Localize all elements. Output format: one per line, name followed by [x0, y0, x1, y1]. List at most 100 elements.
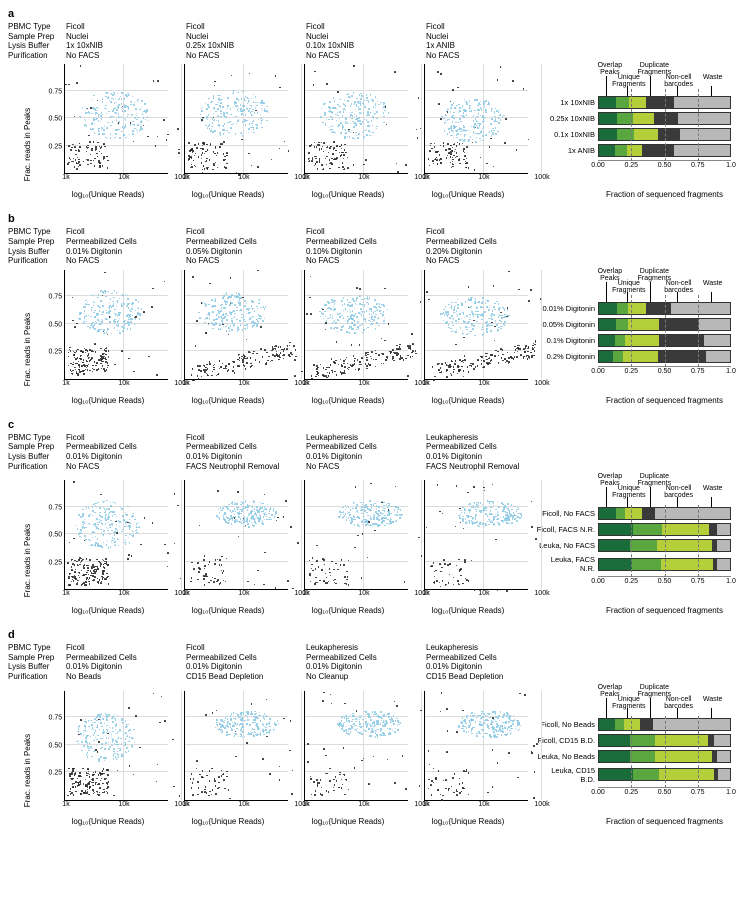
x-tick: 1k — [62, 590, 69, 597]
stackbar-row: Leuka, CD15 B.D. — [536, 766, 731, 784]
stackbar-segment — [709, 524, 717, 535]
condition-value: No Cleanup — [306, 672, 422, 682]
condition-value: Nuclei — [66, 32, 182, 42]
stackbar-xtick: 1.0 — [726, 368, 736, 375]
stackbar-row: Ficoll, No Beads — [536, 718, 731, 731]
condition-value: Leukapheresis — [426, 433, 542, 443]
stackbar-segment — [642, 145, 673, 156]
stackbar-segment — [646, 303, 671, 314]
condition-column: FicollNuclei0.25x 10xNIBNo FACS — [182, 22, 302, 60]
panel-label: d — [8, 629, 735, 641]
scatter-cell: 1k10k100klog₁₀(Unique Reads) — [288, 64, 408, 199]
condition-value: 0.01% Digitonin — [186, 452, 302, 462]
stackbar-xtick: 0.50 — [658, 368, 672, 375]
condition-column: FicollPermeabilized Cells0.01% Digitonin… — [62, 227, 182, 265]
scatter-cell: 0.250.500.751k10k100klog₁₀(Unique Reads) — [48, 64, 168, 199]
row-label: Sample Prep — [8, 653, 62, 663]
stackbar-row: Ficoll, No FACS — [536, 507, 731, 520]
stackbar-label: 0.01% Digitonin — [536, 304, 598, 313]
legend-label: Non-cell barcodes — [660, 280, 698, 294]
scatter-cell: 1k10k100klog₁₀(Unique Reads) — [168, 270, 288, 405]
condition-value: Nuclei — [306, 32, 422, 42]
legend-label: Waste — [694, 280, 732, 287]
y-tick: 0.75 — [48, 294, 62, 301]
stackbar-label: 1x ANIB — [536, 146, 598, 155]
stackbar-segment — [627, 145, 643, 156]
x-axis-label: log₁₀(Unique Reads) — [168, 190, 288, 199]
scatter-cell: 1k10k100klog₁₀(Unique Reads) — [408, 270, 528, 405]
condition-column: FicollPermeabilized Cells0.01% Digitonin… — [62, 643, 182, 681]
condition-value: CD15 Bead Depletion — [426, 672, 542, 682]
row-label: Lysis Buffer — [8, 41, 62, 51]
stackbar-segment — [717, 524, 730, 535]
condition-value: 0.01% Digitonin — [66, 452, 182, 462]
condition-value: Ficoll — [186, 227, 302, 237]
stackbar-segment — [640, 719, 653, 730]
stackbar-segment — [706, 351, 730, 362]
stackbar-row: Leuka, FACS N.R. — [536, 555, 731, 573]
y-tick: 0.25 — [48, 143, 62, 150]
scatter-cell: 1k10k100klog₁₀(Unique Reads) — [408, 691, 528, 826]
stackbar-segment — [599, 319, 616, 330]
condition-value: 0.05% Digitonin — [186, 247, 302, 257]
x-tick: 1k — [302, 174, 309, 181]
condition-column: FicollNuclei0.10x 10xNIBNo FACS — [302, 22, 422, 60]
scatter-plot — [424, 480, 528, 590]
x-tick: 10k — [118, 174, 129, 181]
condition-value: No FACS — [306, 256, 422, 266]
legend-label: Unique Fragments — [610, 485, 648, 499]
scatter-plot — [184, 64, 288, 174]
condition-value: 0.01% Digitonin — [186, 662, 302, 672]
stackbar-segment — [599, 540, 630, 551]
condition-value: Ficoll — [66, 22, 182, 32]
scatter-plot — [184, 691, 288, 801]
y-tick: 0.50 — [48, 116, 62, 123]
condition-value: 0.01% Digitonin — [66, 662, 182, 672]
panel-label: b — [8, 213, 735, 225]
stackbar-label: Leuka, No Beads — [536, 752, 598, 761]
stackbar-segment — [599, 751, 630, 762]
condition-value: 1x ANIB — [426, 41, 542, 51]
stackbar-segment — [599, 508, 616, 519]
row-label: PBMC Type — [8, 433, 62, 443]
panel-c: cPBMC TypeSample PrepLysis BufferPurific… — [8, 419, 735, 615]
condition-value: No FACS — [306, 462, 422, 472]
stackbar-xtick: 1.0 — [726, 162, 736, 169]
condition-value: Permeabilized Cells — [426, 237, 542, 247]
y-tick: 0.25 — [48, 349, 62, 356]
stackbar-xlabel: Fraction of sequenced fragments — [598, 817, 731, 826]
x-tick: 1k — [182, 380, 189, 387]
y-tick: 0.75 — [48, 715, 62, 722]
condition-column: FicollPermeabilized Cells0.01% Digitonin… — [62, 433, 182, 471]
stackbar-segment — [699, 319, 730, 330]
stackbar-row: Ficoll, FACS N.R. — [536, 523, 731, 536]
x-tick: 10k — [238, 380, 249, 387]
x-axis-label: log₁₀(Unique Reads) — [168, 396, 288, 405]
stackbar-segment — [615, 335, 625, 346]
stackbar-segment — [615, 719, 624, 730]
stackbar-xtick: 0.75 — [691, 162, 705, 169]
stackbar-segment — [718, 769, 730, 780]
x-tick: 10k — [358, 380, 369, 387]
stackbar-label: Ficoll, No FACS — [536, 509, 598, 518]
stackbar-row: Leuka, No FACS — [536, 539, 731, 552]
row-label: Sample Prep — [8, 32, 62, 42]
stackbar-segment — [628, 319, 659, 330]
x-axis-label: log₁₀(Unique Reads) — [48, 606, 168, 615]
condition-value: Ficoll — [66, 643, 182, 653]
x-tick: 1k — [62, 380, 69, 387]
stackbar-segment — [704, 335, 730, 346]
stackbar-xtick: 0.75 — [691, 368, 705, 375]
condition-value: Permeabilized Cells — [186, 442, 302, 452]
condition-value: Permeabilized Cells — [306, 442, 422, 452]
condition-value: CD15 Bead Depletion — [186, 672, 302, 682]
scatter-plot — [64, 64, 168, 174]
stackbar-label: 0.25x 10xNIB — [536, 114, 598, 123]
x-axis-label: log₁₀(Unique Reads) — [48, 817, 168, 826]
scatter-cell: 0.250.500.751k10k100klog₁₀(Unique Reads) — [48, 691, 168, 826]
row-label: PBMC Type — [8, 22, 62, 32]
stackbar-segment — [630, 540, 656, 551]
stackbar-label: 0.1% Digitonin — [536, 336, 598, 345]
legend-label: Non-cell barcodes — [660, 696, 698, 710]
condition-value: FACS Neutrophil Removal — [186, 462, 302, 472]
